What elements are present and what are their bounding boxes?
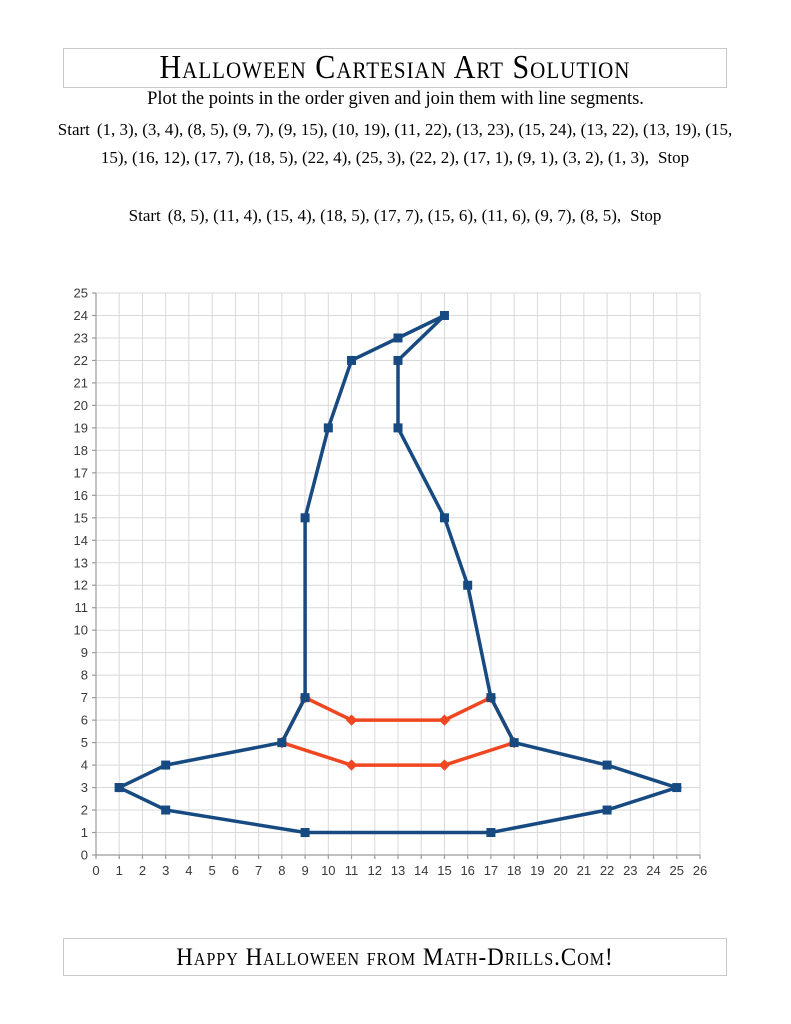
start-label: Start (128, 206, 161, 225)
svg-text:4: 4 (185, 863, 192, 878)
svg-text:1: 1 (116, 863, 123, 878)
svg-text:17: 17 (74, 465, 88, 480)
svg-text:19: 19 (74, 420, 88, 435)
svg-text:22: 22 (600, 863, 614, 878)
svg-text:18: 18 (507, 863, 521, 878)
svg-text:7: 7 (81, 690, 88, 705)
svg-text:21: 21 (74, 375, 88, 390)
svg-text:4: 4 (81, 758, 88, 773)
svg-text:9: 9 (301, 863, 308, 878)
svg-text:12: 12 (368, 863, 382, 878)
svg-text:0: 0 (92, 863, 99, 878)
svg-text:18: 18 (74, 443, 88, 458)
svg-text:8: 8 (81, 668, 88, 683)
svg-text:2: 2 (139, 863, 146, 878)
plot-svg: 0 1 2 3 4 5 6 7 8 9 10 11 12 13 14 15 16 17 18 19 20 21 22 23 24… (74, 286, 708, 879)
svg-text:0: 0 (81, 848, 88, 863)
svg-text:19: 19 (530, 863, 544, 878)
footer-text: Happy Halloween from Math-Drills.Com! (176, 942, 614, 971)
svg-text:23: 23 (623, 863, 637, 878)
svg-text:5: 5 (81, 735, 88, 750)
svg-text:5: 5 (209, 863, 216, 878)
svg-text:11: 11 (75, 600, 89, 615)
svg-text:9: 9 (81, 645, 88, 660)
svg-text:10: 10 (321, 863, 335, 878)
point-sequence-1: Start (1, 3), (3, 4), (8, 5), (9, 7), (9,… (50, 116, 740, 171)
svg-text:25: 25 (670, 863, 684, 878)
svg-text:24: 24 (646, 863, 660, 878)
svg-text:20: 20 (553, 863, 567, 878)
svg-text:12: 12 (74, 578, 88, 593)
svg-text:6: 6 (81, 713, 88, 728)
svg-text:17: 17 (484, 863, 498, 878)
svg-text:8: 8 (278, 863, 285, 878)
svg-text:15: 15 (74, 510, 88, 525)
point-sequence-2: Start (8, 5), (11, 4), (15, 4), (18, 5), … (50, 202, 740, 230)
svg-text:20: 20 (74, 398, 88, 413)
svg-text:25: 25 (74, 286, 88, 301)
svg-text:13: 13 (391, 863, 405, 878)
svg-text:14: 14 (74, 533, 88, 548)
svg-text:21: 21 (577, 863, 591, 878)
stop-label: Stop (630, 206, 662, 225)
instruction-text: Plot the points in the order given and j… (147, 89, 644, 109)
svg-text:3: 3 (162, 863, 169, 878)
svg-text:23: 23 (74, 330, 88, 345)
svg-text:2: 2 (81, 803, 88, 818)
footer-box: Happy Halloween from Math-Drills.Com! (63, 938, 727, 976)
svg-text:7: 7 (255, 863, 262, 878)
points-list: (8, 5), (11, 4), (15, 4), (18, 5), (17, … (167, 206, 622, 225)
svg-text:11: 11 (345, 863, 359, 878)
svg-text:22: 22 (74, 353, 88, 368)
svg-text:16: 16 (460, 863, 474, 878)
svg-text:24: 24 (74, 308, 88, 323)
svg-text:3: 3 (81, 780, 88, 795)
svg-text:1: 1 (81, 825, 88, 840)
stop-label: Stop (657, 147, 690, 167)
svg-text:13: 13 (74, 555, 88, 570)
start-label: Start (57, 120, 90, 139)
points-list: (1, 3), (3, 4), (8, 5), (9, 7), (9, 15),… (96, 120, 733, 167)
svg-text:6: 6 (232, 863, 239, 878)
coordinate-grid-chart: 0 1 2 3 4 5 6 7 8 9 10 11 12 13 14 15 16 17 18 19 20 21 22 23 24… (56, 281, 716, 898)
svg-text:15: 15 (437, 863, 451, 878)
svg-text:10: 10 (74, 623, 88, 638)
svg-text:14: 14 (414, 863, 428, 878)
page-title: Halloween Cartesian Art Solution (159, 48, 631, 86)
title-box: Halloween Cartesian Art Solution (63, 48, 727, 88)
svg-text:26: 26 (693, 863, 707, 878)
svg-text:16: 16 (74, 488, 88, 503)
